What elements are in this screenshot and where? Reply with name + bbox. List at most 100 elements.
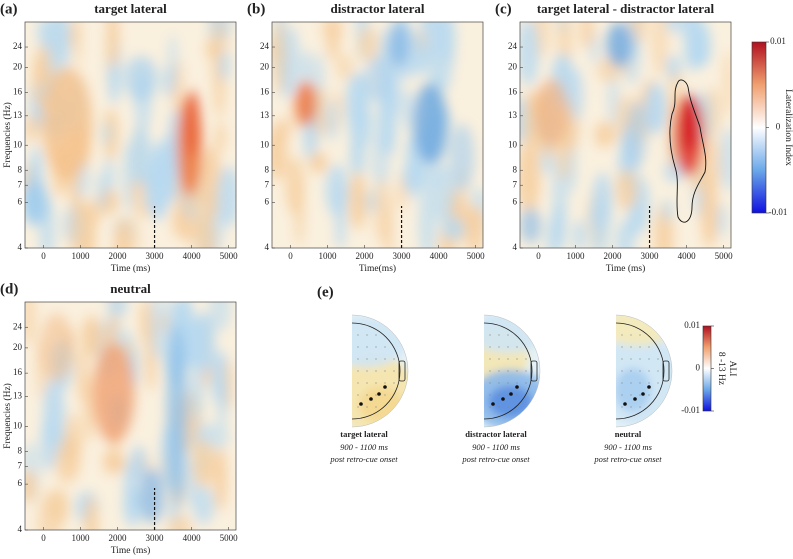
heatmap-blob [402,158,424,194]
electrode [489,370,491,372]
electrode [630,406,632,408]
significance-contour [669,79,707,223]
heatmap [520,22,731,248]
y-tick-label: 6 [265,197,270,207]
heatmap-blob [534,78,569,147]
electrode [639,370,641,372]
electrode [366,346,368,348]
x-axis-label: Time (ms) [111,263,151,274]
electrode [507,358,509,360]
topomap-blob [488,385,533,418]
heatmap-blob [346,72,370,134]
electrode [630,394,632,396]
electrode [498,334,500,336]
heatmap-blob [186,319,200,366]
heatmap-blob [615,169,638,211]
electrode [489,394,491,396]
y-tick-label: 10 [13,420,23,430]
topomap-blob [616,368,651,413]
y-tick-label: 16 [13,87,23,97]
electrode [366,406,368,408]
electrode [366,394,368,396]
panel-title: distractor lateral [331,1,425,16]
heatmap-blob [418,186,436,248]
electrode [507,406,509,408]
heatmap-blob [209,302,231,332]
electrode [489,358,491,360]
electrode [357,406,359,408]
roi-electrode [359,402,363,406]
panel-label: (d) [0,281,18,297]
y-tick-label: 10 [13,139,23,149]
roi-electrode [633,397,637,401]
y-tick-label: 16 [13,367,23,377]
x-tick-label: 5000 [715,251,734,261]
heatmap-blob [219,49,230,82]
electrode [366,370,368,372]
y-tick-label: 6 [18,197,23,207]
y-tick-label: 20 [13,342,23,352]
roi-electrode [647,385,651,389]
electrode [375,334,377,336]
x-tick-label: 4000 [183,533,202,543]
heatmap-blob [192,439,216,488]
colorbar-tick-label: 0 [696,363,701,373]
electrode [630,382,632,384]
y-tick-label: 13 [13,391,23,401]
heatmap-blob [130,445,147,482]
x-tick-label: 4000 [183,251,202,261]
heatmap-blob [167,514,192,530]
electrode [357,334,359,336]
x-tick-label: 3000 [146,251,165,261]
head-ear [662,360,670,382]
colorbar-tick-label: -0.01 [681,405,700,415]
heatmap-blob [350,130,365,182]
y-tick-label: 13 [260,110,270,120]
heatmap-blob [101,121,112,146]
y-tick-label: 6 [513,197,518,207]
x-tick-label: 2000 [109,251,128,261]
y-tick-label: 8 [18,446,23,456]
topomap-texture [352,317,408,427]
heatmap-blob [288,27,300,95]
heatmap-texture [25,22,236,248]
panel-label: (c) [495,1,512,17]
heatmap-blob [522,90,538,165]
heatmap-blob [47,488,69,526]
panel-title: target lateral - distractor lateral [537,1,715,16]
colorbar [702,325,712,412]
heatmap-blob [719,127,731,192]
heatmap-blob [97,173,106,211]
heatmap-blob [651,22,669,77]
electrode [384,370,386,372]
colorbar-label: ALI [727,361,737,377]
electrode [516,358,518,360]
electrode [516,346,518,348]
heatmap-blob [92,343,135,444]
electrode [498,406,500,408]
head-ear [530,360,538,382]
panel-label: (b) [247,1,265,17]
electrode [630,358,632,360]
electrode [516,382,518,384]
x-tick-label: 4000 [430,251,449,261]
x-tick-label: 3000 [641,251,660,261]
heatmap-blob [442,217,465,241]
electrode [507,334,509,336]
heatmap-blob [437,22,453,60]
y-axis-label: Frequencies (Hz) [2,102,13,168]
colorbar-tick-label: 0.01 [684,320,700,330]
topomap [616,315,672,427]
colorbar-tick-label: 0 [776,122,781,132]
topomap-blob [352,317,407,368]
plot-frame [24,301,237,531]
electrode [639,406,641,408]
heatmap-blob [215,121,226,153]
y-tick-label: 8 [18,164,23,174]
colorbar-label: 8 -13 Hz [716,352,726,385]
electrode [498,370,500,372]
y-tick-label: 20 [13,62,23,72]
heatmap-blob [167,34,178,90]
heatmap-blob [81,316,103,358]
